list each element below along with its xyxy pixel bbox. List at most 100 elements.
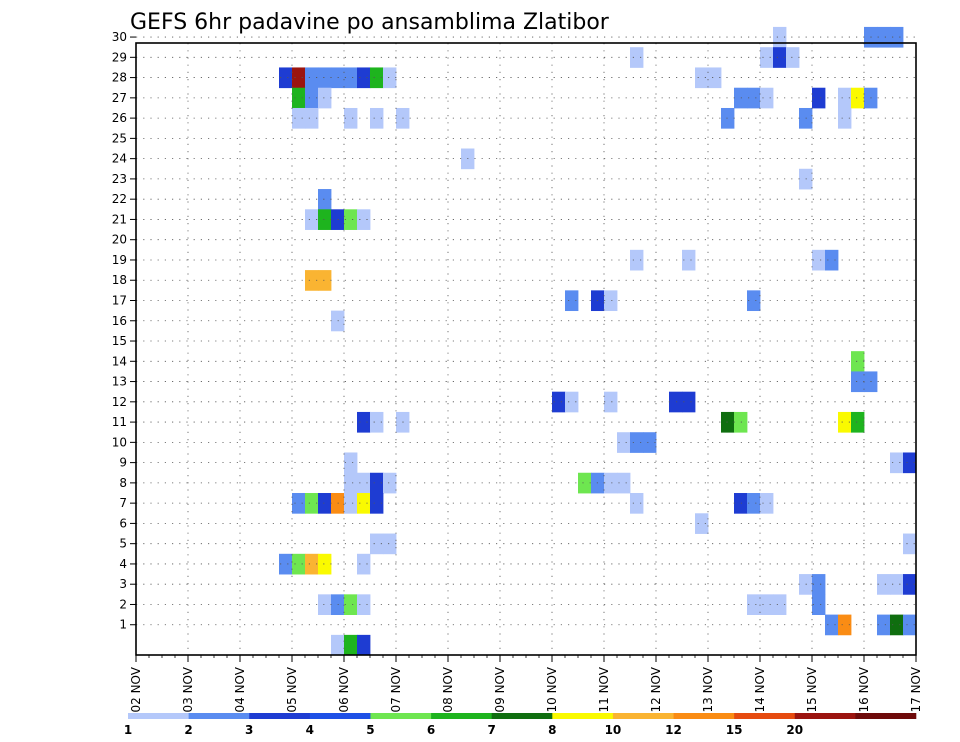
y-tick-label: 27 (112, 91, 127, 105)
colorbar-tick-label: 3 (245, 723, 253, 737)
x-tick-label: 08 NOV (441, 666, 455, 712)
x-tick-label: 16 NOV (857, 666, 871, 712)
x-tick-label: 13 NOV (701, 666, 715, 712)
heatmap-cell (669, 391, 683, 413)
heatmap-cell (851, 371, 865, 393)
heatmap-cell (565, 391, 579, 413)
y-tick-label: 21 (112, 212, 127, 226)
heatmap-cell (786, 47, 800, 68)
heatmap-cell (344, 493, 358, 514)
heatmap-cell (292, 67, 306, 89)
heatmap-cell (708, 67, 722, 89)
heatmap-cell (604, 290, 618, 312)
heatmap-cell (760, 47, 774, 68)
heatmap-cell (903, 452, 917, 474)
heatmap-cell (344, 472, 358, 494)
heatmap-cell (357, 472, 371, 494)
heatmap-cell (617, 432, 631, 453)
x-tick-label: 04 NOV (233, 666, 247, 712)
heatmap-cell (747, 87, 761, 109)
heatmap-cell (383, 472, 397, 494)
heatmap-cell (344, 67, 358, 89)
heatmap-cell (747, 493, 761, 514)
grid-lines (135, 36, 917, 655)
heatmap-cell (552, 391, 566, 413)
y-tick-label: 7 (119, 496, 127, 510)
heatmap-cell (812, 594, 826, 615)
heatmap-cell (890, 574, 904, 595)
heatmap-cell (279, 553, 293, 575)
colorbar-swatch (188, 713, 250, 719)
heatmap-cell (357, 209, 371, 230)
heatmap-cell (383, 67, 397, 89)
heatmap-cell (578, 472, 592, 494)
heatmap-cell (318, 594, 332, 615)
heatmap-cell (565, 290, 579, 312)
heatmap-cells (279, 26, 917, 656)
heatmap-cell (305, 493, 319, 514)
heatmap-cell (877, 574, 891, 595)
heatmap-cell (903, 614, 917, 636)
heatmap-cell (370, 493, 384, 514)
heatmap-cell (305, 553, 319, 575)
heatmap-cell (838, 411, 852, 433)
heatmap-cell (851, 351, 865, 372)
heatmap-cell (318, 270, 332, 291)
colorbar-tick-label: 6 (427, 723, 435, 737)
y-tick-label: 15 (112, 334, 127, 348)
heatmap-cell (305, 107, 319, 129)
heatmap-cell (370, 472, 384, 494)
x-tick-label: 09 NOV (493, 666, 507, 712)
heatmap-cell (773, 594, 787, 615)
heatmap-cell (292, 107, 306, 129)
heatmap-cell (890, 452, 904, 474)
y-tick-label: 30 (112, 30, 127, 44)
heatmap-cell (838, 614, 852, 636)
heatmap-cell (851, 87, 865, 109)
plot-frame (135, 42, 917, 656)
heatmap-cell (344, 594, 358, 615)
heatmap-cell (721, 107, 735, 129)
colorbar-swatch (128, 713, 189, 719)
x-tick-label: 17 NOV (909, 666, 923, 712)
heatmap-cell (305, 270, 319, 291)
heatmap-cell (734, 87, 748, 109)
heatmap-cell (760, 87, 774, 109)
heatmap-cell (747, 290, 761, 312)
heatmap-cell (838, 107, 852, 129)
colorbar-tick-label: 7 (488, 723, 496, 737)
heatmap-cell (344, 107, 358, 129)
heatmap-cell (357, 594, 371, 615)
heatmap-cell (604, 391, 618, 413)
heatmap-cell (630, 493, 644, 514)
x-tick-label: 14 NOV (753, 666, 767, 712)
y-tick-label: 19 (112, 253, 127, 267)
heatmap-cell (682, 249, 696, 271)
y-tick-label: 16 (112, 314, 127, 328)
heatmap-cell (318, 493, 332, 514)
x-tick-label: 15 NOV (805, 666, 819, 712)
y-tick-label: 10 (112, 435, 127, 449)
heatmap-cell (812, 87, 826, 109)
heatmap-cell (721, 411, 735, 433)
y-tick-label: 4 (119, 557, 127, 571)
colorbar-tick-label: 20 (786, 723, 803, 737)
heatmap-cell (851, 411, 865, 433)
colorbar-swatch (309, 713, 371, 719)
heatmap-cell (604, 472, 618, 494)
x-tick-label: 03 NOV (181, 666, 195, 712)
y-tick-label: 1 (119, 618, 127, 632)
colorbar: 1 2 3 4 5 6 7 8 10 12 15 20 (124, 713, 917, 737)
y-axis: 1234567891011121314151617181920212223242… (112, 30, 136, 632)
y-tick-label: 25 (112, 131, 127, 145)
colorbar-swatch (673, 713, 735, 719)
heatmap-cell (383, 533, 397, 555)
heatmap-cell (760, 594, 774, 615)
heatmap-cell (903, 574, 917, 595)
heatmap-cell (747, 594, 761, 615)
heatmap-cell (357, 67, 371, 89)
y-tick-label: 9 (119, 456, 127, 470)
heatmap-cell (630, 249, 644, 271)
heatmap-cell (292, 87, 306, 109)
